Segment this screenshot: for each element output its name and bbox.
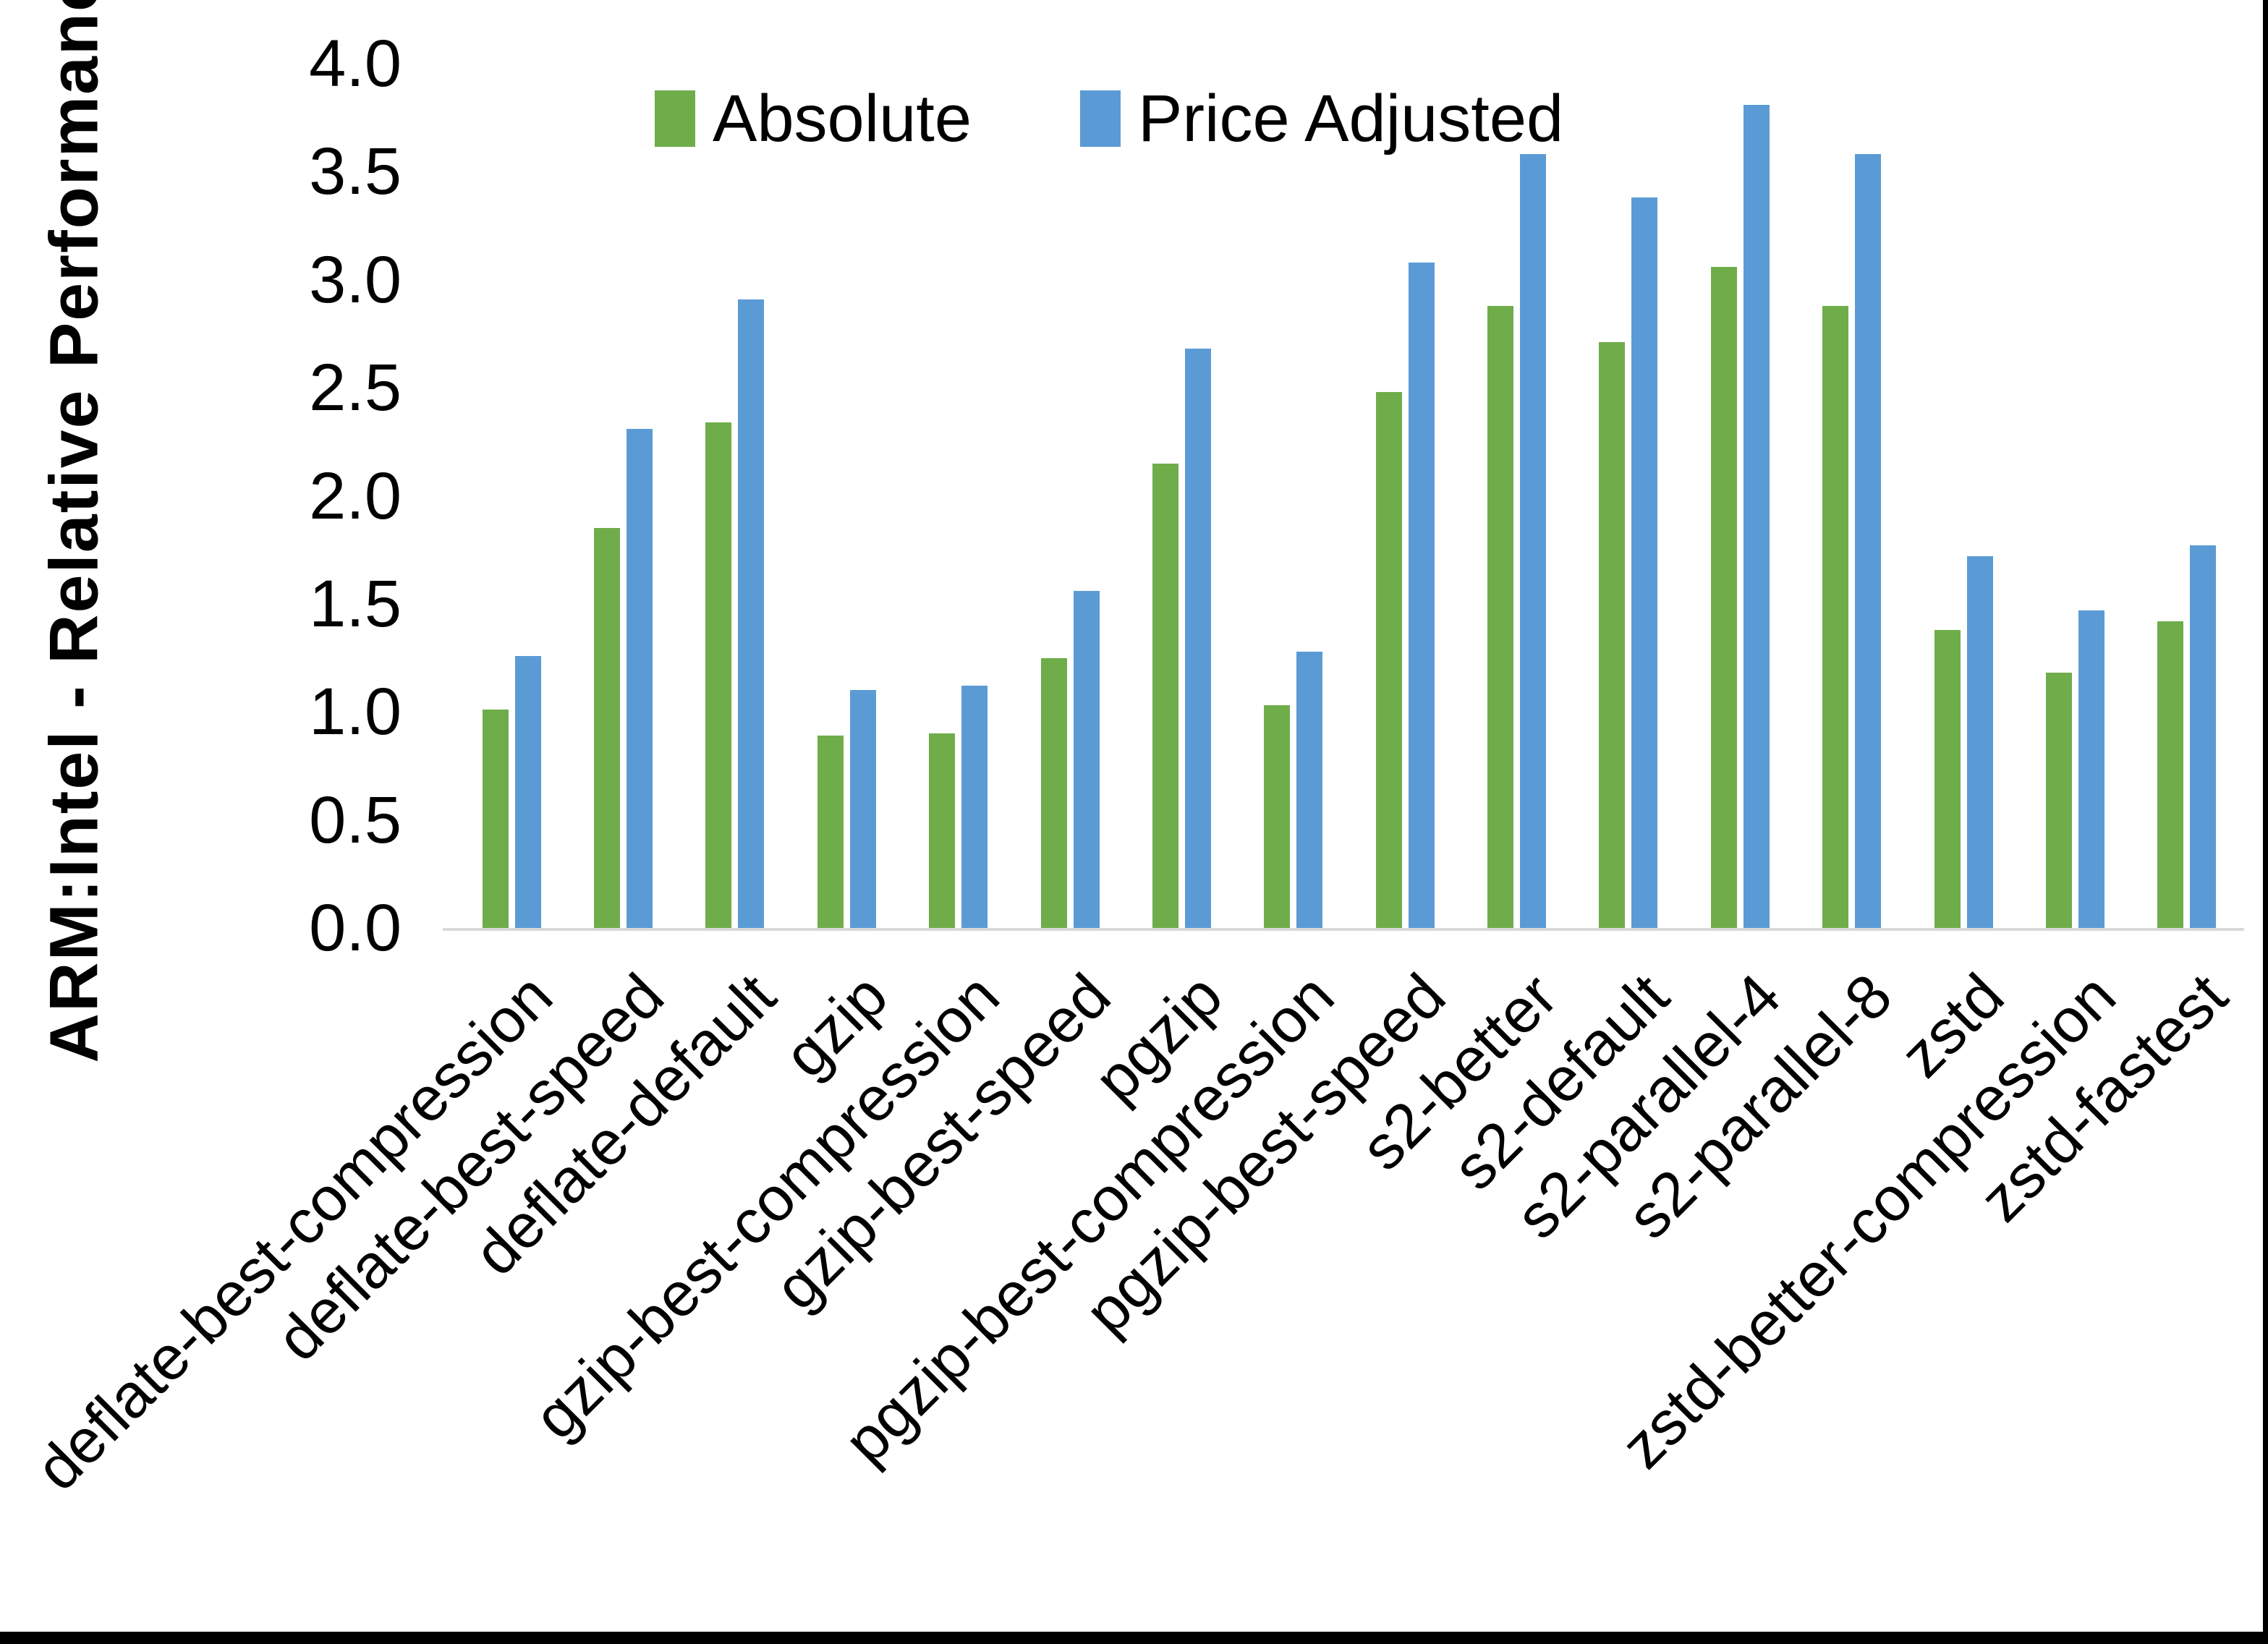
bar-absolute-zstd-better-compression: [2045, 673, 2072, 928]
y-tick-label-1.5: 1.5: [309, 566, 402, 641]
y-tick-label-3.0: 3.0: [309, 242, 402, 317]
y-tick-label-0.5: 0.5: [309, 783, 402, 857]
legend-item-absolute: Absolute: [655, 85, 972, 152]
bar-price-adjusted-s2-parallel-4: [1743, 104, 1770, 928]
bar-group-deflate-best-speed: [567, 64, 679, 928]
bar-group-zstd: [1908, 64, 2019, 928]
bar-price-adjusted-zstd-fastest: [2190, 545, 2217, 928]
bar-group-s2-parallel-4: [1684, 64, 1796, 928]
bar-absolute-gzip: [817, 736, 844, 928]
bar-price-adjusted-pgzip: [1184, 349, 1211, 928]
x-axis-line: [443, 928, 2244, 931]
y-tick-label-2.0: 2.0: [309, 459, 402, 533]
bar-group-gzip-best-compression: [903, 64, 1014, 928]
bar-absolute-gzip-best-speed: [1040, 657, 1067, 928]
bar-absolute-deflate-best-compression: [482, 710, 509, 928]
plot-area: [456, 64, 2243, 928]
bar-price-adjusted-deflate-default: [738, 299, 765, 928]
bar-absolute-deflate-best-speed: [594, 528, 621, 928]
screenshot-right-edge: [2263, 0, 2268, 1644]
bar-group-pgzip-best-compression: [1238, 64, 1349, 928]
bar-absolute-zstd-fastest: [2157, 621, 2184, 928]
bar-absolute-pgzip-best-compression: [1264, 705, 1291, 928]
bar-absolute-gzip-best-compression: [929, 733, 956, 928]
bar-absolute-pgzip: [1152, 463, 1178, 928]
bar-group-s2-default: [1573, 64, 1684, 928]
bar-price-adjusted-s2-parallel-8: [1855, 154, 1882, 928]
bar-price-adjusted-gzip-best-speed: [1073, 590, 1100, 928]
bar-group-s2-better: [1461, 64, 1572, 928]
y-tick-label-0.0: 0.0: [309, 891, 402, 965]
y-tick-label-2.5: 2.5: [309, 351, 402, 425]
bar-group-s2-parallel-8: [1796, 64, 1908, 928]
legend-label-absolute: Absolute: [713, 82, 972, 156]
bar-group-deflate-best-compression: [456, 64, 567, 928]
bar-absolute-s2-parallel-8: [1822, 305, 1849, 928]
bar-absolute-deflate-default: [705, 422, 732, 928]
legend-swatch-absolute: [655, 90, 695, 147]
bar-group-deflate-default: [679, 64, 791, 928]
y-tick-label-3.5: 3.5: [309, 135, 402, 209]
screenshot-bottom-edge: [0, 1632, 2268, 1644]
bar-group-zstd-fastest: [2131, 64, 2243, 928]
bar-group-pgzip-best-speed: [1349, 64, 1461, 928]
legend-item-price-adjusted: Price Adjusted: [1080, 85, 1563, 152]
y-tick-label-4.0: 4.0: [309, 27, 402, 101]
bar-absolute-s2-better: [1487, 305, 1514, 928]
bar-price-adjusted-zstd: [1966, 556, 1993, 928]
bar-price-adjusted-gzip-best-compression: [961, 686, 988, 928]
bar-price-adjusted-deflate-best-compression: [514, 655, 541, 928]
bar-group-pgzip: [1126, 64, 1237, 928]
bar-price-adjusted-pgzip-best-speed: [1408, 262, 1435, 928]
bar-absolute-pgzip-best-speed: [1375, 392, 1402, 928]
bar-price-adjusted-deflate-best-speed: [627, 428, 653, 928]
y-axis-title: ARM:Intel - Relative Performance: [35, 0, 113, 1063]
bar-group-zstd-better-compression: [2019, 64, 2131, 928]
bar-price-adjusted-s2-default: [1631, 197, 1658, 928]
bar-group-gzip-best-speed: [1014, 64, 1126, 928]
bar-absolute-zstd: [1934, 629, 1961, 928]
bar-price-adjusted-s2-better: [1520, 154, 1547, 928]
bar-absolute-s2-parallel-4: [1710, 266, 1737, 928]
bar-price-adjusted-zstd-better-compression: [2078, 610, 2105, 928]
bar-price-adjusted-gzip: [849, 690, 876, 928]
bar-price-adjusted-pgzip-best-compression: [1296, 651, 1323, 928]
bar-group-gzip: [791, 64, 902, 928]
y-tick-label-1.0: 1.0: [309, 675, 402, 749]
legend: Absolute Price Adjusted: [655, 85, 1563, 152]
legend-swatch-price-adjusted: [1080, 90, 1121, 147]
legend-label-price-adjusted: Price Adjusted: [1138, 82, 1564, 156]
bar-absolute-s2-default: [1599, 342, 1626, 928]
